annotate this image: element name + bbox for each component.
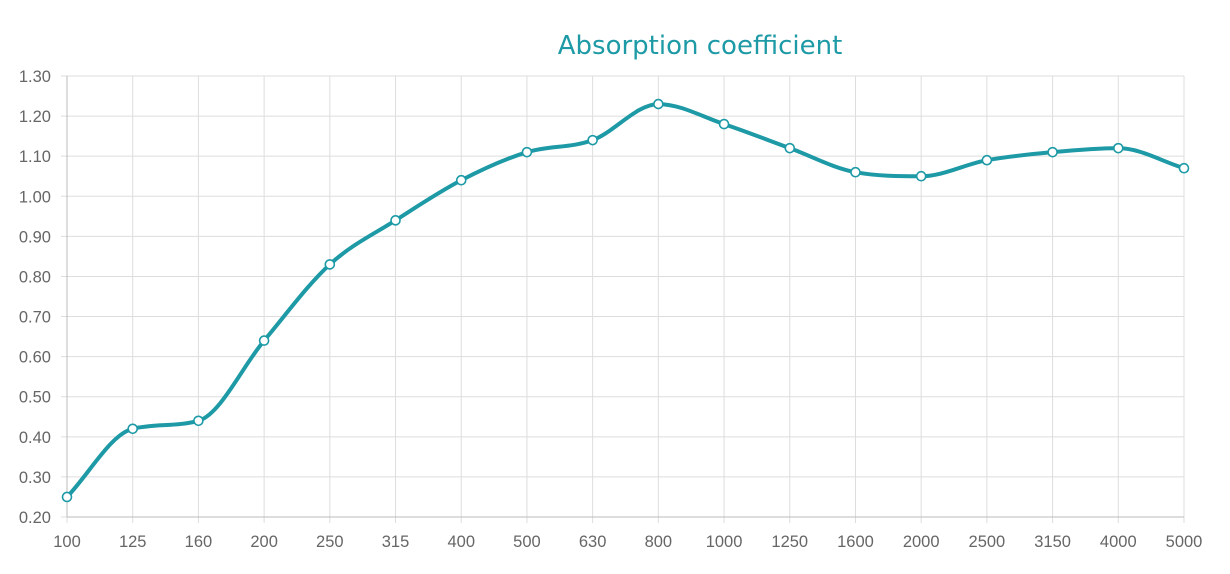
y-tick-label: 1.00	[19, 188, 51, 206]
x-tick-label: 800	[645, 533, 673, 551]
x-tick-label: 1250	[771, 533, 808, 551]
y-tick-label: 1.30	[19, 68, 51, 86]
data-point-1000[interactable]	[718, 118, 730, 130]
x-tick-label: 2500	[969, 533, 1006, 551]
y-tick-label: 1.20	[19, 108, 51, 126]
x-tick-label: 3150	[1034, 533, 1071, 551]
x-tick-label: 160	[185, 533, 213, 551]
data-point-630[interactable]	[587, 134, 598, 146]
x-tick-label: 250	[316, 533, 344, 551]
data-point-160[interactable]	[193, 415, 204, 427]
x-tick-label: 5000	[1166, 533, 1203, 551]
x-axis-tick-labels: 100 125 160 200 250 315 400 500 630 800 1000 1250 16…	[53, 533, 1202, 551]
y-tick-label: 0.30	[19, 469, 51, 487]
x-tick-label: 100	[53, 533, 81, 551]
x-tick-label: 4000	[1100, 533, 1137, 551]
x-tick-label: 630	[579, 533, 607, 551]
y-tick-label: 0.70	[19, 309, 51, 327]
x-tick-label: 500	[513, 533, 541, 551]
y-tick-label: 0.90	[19, 228, 51, 246]
data-point-400[interactable]	[455, 174, 467, 186]
x-tick-label: 200	[250, 533, 278, 551]
data-point-2000[interactable]	[915, 170, 927, 182]
x-tick-label: 2000	[903, 533, 940, 551]
y-tick-label: 1.10	[19, 148, 51, 166]
grid	[61, 75, 1185, 523]
y-tick-label: 0.60	[19, 349, 51, 367]
y-axis-tick-labels: 0.20 0.30 0.40 0.50 0.60 0.70 0.80 0.90 1.00 1.10…	[19, 68, 51, 527]
y-tick-label: 0.80	[19, 268, 51, 286]
data-point-4000[interactable]	[1112, 142, 1124, 154]
y-tick-label: 0.50	[19, 389, 51, 407]
data-point-5000[interactable]	[1178, 162, 1190, 174]
axes	[66, 76, 1184, 518]
data-point-125[interactable]	[127, 423, 139, 435]
x-tick-label: 315	[382, 533, 410, 551]
data-points	[61, 98, 1190, 503]
data-point-500[interactable]	[521, 146, 533, 158]
series-line	[65, 102, 1186, 499]
chart-title: Absorption coefficient	[558, 31, 843, 61]
x-tick-label: 1600	[837, 533, 874, 551]
data-point-1250[interactable]	[784, 142, 796, 154]
x-tick-label: 125	[119, 533, 147, 551]
series-layer	[65, 102, 1186, 499]
data-point-2500[interactable]	[981, 154, 993, 166]
data-point-3150[interactable]	[1047, 146, 1058, 158]
data-point-315[interactable]	[390, 215, 401, 226]
x-tick-label: 1000	[706, 533, 743, 551]
data-point-1600[interactable]	[850, 166, 861, 178]
data-point-250[interactable]	[324, 259, 336, 270]
data-point-800[interactable]	[653, 98, 664, 110]
data-point-100[interactable]	[61, 491, 73, 503]
x-tick-label: 400	[447, 533, 475, 551]
y-tick-label: 0.20	[19, 509, 51, 527]
y-tick-label: 0.40	[19, 429, 51, 447]
data-point-200[interactable]	[258, 335, 270, 346]
